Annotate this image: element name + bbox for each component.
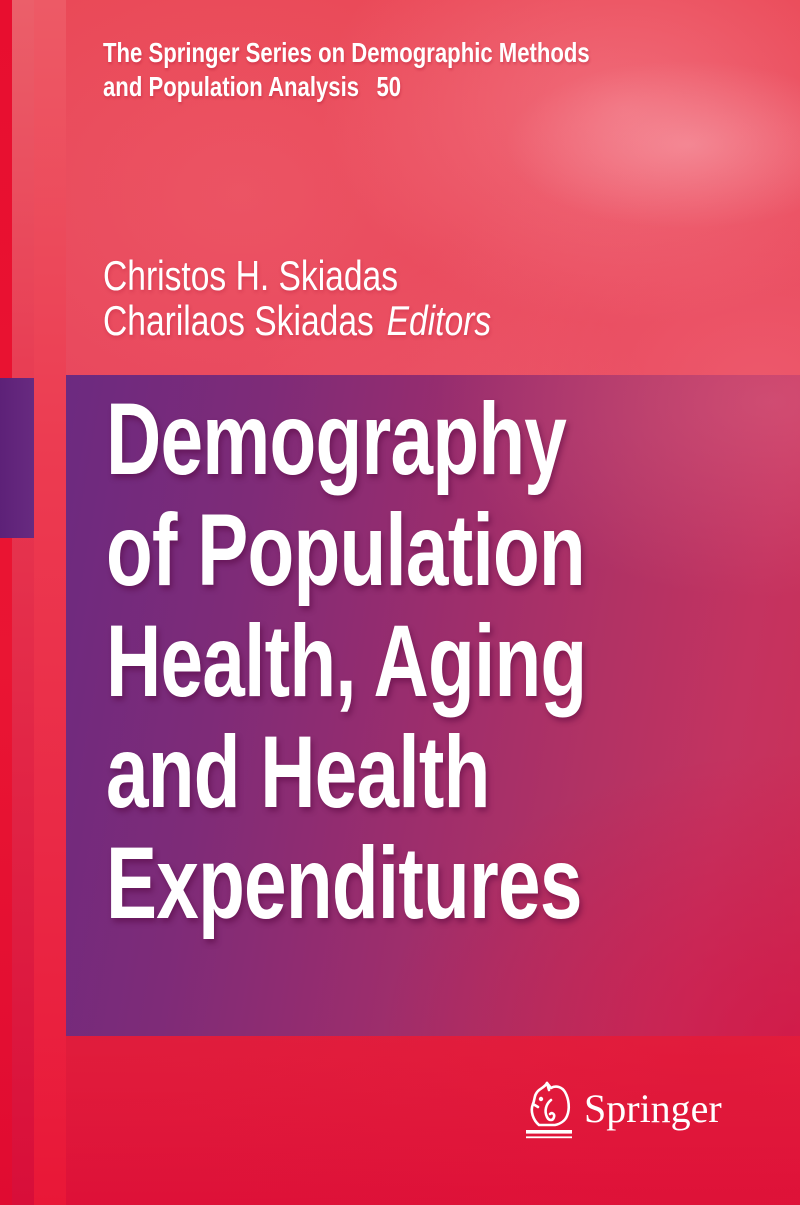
title-panel — [66, 375, 800, 1036]
spine-inner-stripe — [34, 0, 66, 1205]
spine-mid-stripe — [12, 0, 34, 1205]
springer-horse-icon — [526, 1081, 572, 1139]
series-title-line1: The Springer Series on Demographic Metho… — [103, 37, 590, 68]
book-title-line2: of Population — [106, 493, 586, 607]
spine-edge-stripe — [0, 0, 12, 1205]
series-title: The Springer Series on Demographic Metho… — [103, 36, 703, 104]
springer-logo: Springer — [524, 1080, 744, 1150]
book-title-line4: and Health — [106, 715, 490, 829]
editors-names: Christos H. Skiadas Charilaos Skiadas Edi… — [103, 253, 711, 343]
book-title-line5: Expenditures — [106, 826, 582, 940]
springer-wordmark: Springer — [584, 1086, 722, 1131]
book-title-line1: Demography — [106, 382, 567, 496]
series-title-line2: and Population Analysis 50 — [103, 71, 402, 102]
editors-role-label: Editors — [386, 297, 492, 344]
book-title-line3: Health, Aging — [106, 604, 587, 718]
editor-name-2: Charilaos Skiadas Editors — [103, 297, 492, 344]
series-volume-number: 50 — [376, 71, 402, 102]
series-color-band — [0, 378, 34, 538]
book-title: Demography of Population Health, Aging a… — [106, 384, 781, 939]
editor-name-1: Christos H. Skiadas — [103, 252, 399, 299]
